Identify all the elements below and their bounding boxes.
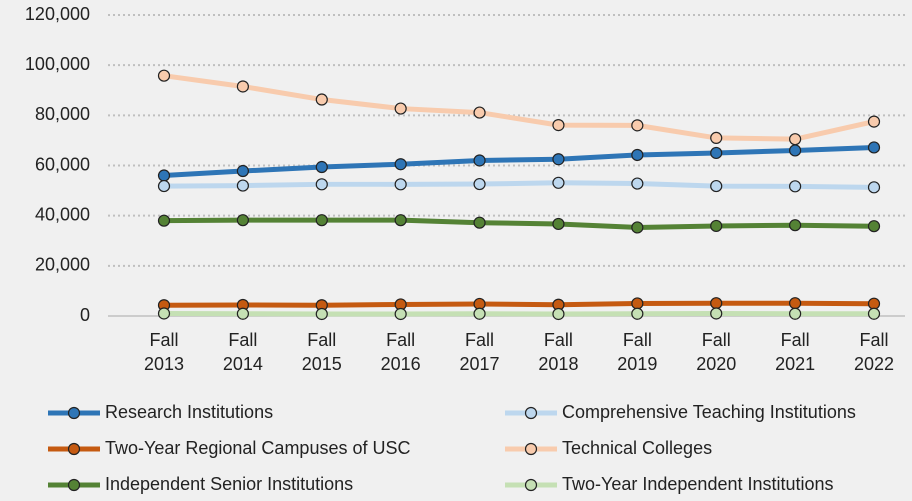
data-point	[867, 181, 881, 194]
data-point	[315, 178, 328, 191]
data-point	[789, 219, 802, 232]
series-line	[163, 180, 875, 190]
legend-label: Research Institutions	[105, 402, 273, 422]
data-point	[710, 297, 723, 310]
y-tick-label: 20,000	[35, 255, 90, 275]
data-point	[473, 216, 486, 229]
legend-marker	[67, 478, 81, 492]
data-point	[631, 148, 644, 162]
data-point	[157, 214, 171, 227]
data-point	[157, 179, 171, 193]
data-point	[631, 297, 644, 310]
data-point	[157, 169, 171, 182]
data-point	[394, 102, 407, 115]
x-tick-label: Fall 2021	[775, 330, 816, 374]
legend-label: Two-Year Regional Campuses of USC	[105, 438, 410, 458]
legend-label: Independent Senior Institutions	[105, 474, 353, 494]
x-tick-label: Fall 2017	[459, 330, 500, 374]
data-point	[552, 176, 565, 189]
data-point	[394, 307, 407, 321]
y-tick-label: 80,000	[35, 104, 90, 124]
data-point	[473, 307, 486, 320]
data-point	[473, 177, 486, 191]
y-tick-label: 0	[80, 305, 90, 325]
x-tick-label: Fall 2018	[538, 330, 579, 374]
data-point	[394, 158, 407, 171]
y-tick-label: 40,000	[35, 204, 90, 224]
data-point	[789, 180, 802, 193]
data-point	[315, 214, 328, 227]
data-point	[236, 307, 249, 320]
x-tick-label: Fall 2020	[696, 330, 737, 374]
data-point	[710, 179, 723, 193]
series-line	[163, 300, 875, 308]
legend-label: Comprehensive Teaching Institutions	[562, 402, 856, 422]
y-tick-label: 60,000	[35, 154, 90, 174]
data-point	[315, 93, 328, 106]
legend-marker	[524, 478, 538, 492]
data-point	[236, 80, 249, 93]
x-tick-label: Fall 2019	[617, 330, 658, 374]
legend-marker	[67, 442, 81, 456]
legend-marker	[524, 442, 538, 456]
data-point	[867, 220, 881, 233]
series-line	[163, 144, 875, 179]
legend-label: Two-Year Independent Institutions	[562, 474, 834, 494]
data-point	[710, 131, 723, 145]
data-point	[867, 297, 881, 310]
series-line	[163, 217, 875, 230]
data-point	[315, 160, 328, 174]
legend-label: Technical Colleges	[562, 438, 712, 458]
x-tick-label: Fall 2014	[222, 330, 263, 374]
data-point	[710, 307, 723, 320]
data-point	[552, 153, 565, 166]
data-point	[394, 214, 407, 227]
data-point	[394, 178, 407, 191]
data-point	[236, 214, 249, 227]
data-point	[236, 164, 249, 178]
data-point	[710, 146, 723, 160]
data-point	[236, 179, 249, 192]
legend-marker	[524, 406, 538, 420]
series-line	[163, 73, 875, 142]
data-point	[631, 307, 644, 320]
data-point	[867, 115, 881, 128]
data-point	[473, 106, 486, 119]
data-point	[867, 141, 881, 154]
data-point	[867, 307, 881, 320]
data-point	[631, 221, 644, 234]
legend-marker	[67, 406, 81, 420]
data-point	[315, 307, 328, 321]
data-point	[789, 307, 802, 320]
data-point	[157, 69, 171, 82]
x-tick-label: Fall 2013	[143, 330, 185, 374]
x-tick-label: Fall 2015	[301, 330, 342, 374]
x-tick-label: Fall 2022	[853, 330, 895, 374]
data-point	[552, 307, 565, 321]
data-point	[789, 144, 802, 157]
x-tick-label: Fall 2016	[380, 330, 421, 374]
data-point	[631, 119, 644, 132]
data-point	[552, 119, 565, 132]
data-point	[789, 133, 802, 146]
y-tick-label: 100,000	[25, 54, 90, 74]
y-tick-label: 120,000	[25, 4, 90, 24]
data-point	[710, 219, 723, 233]
data-point	[157, 307, 171, 320]
series-line	[163, 310, 874, 317]
data-point	[789, 297, 802, 310]
data-point	[473, 154, 486, 167]
data-point	[552, 217, 565, 231]
data-point	[631, 177, 644, 190]
